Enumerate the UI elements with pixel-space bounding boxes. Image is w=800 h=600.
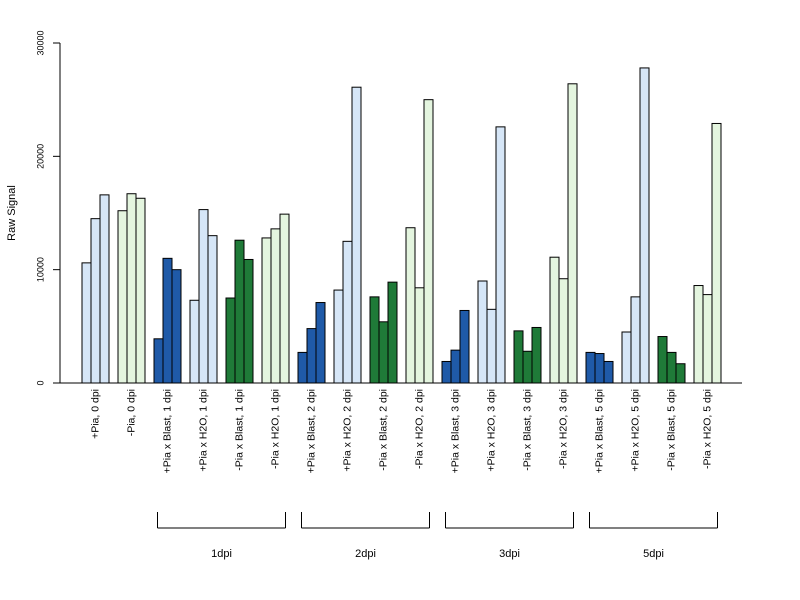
category-label: +Pia x Blast, 5 dpi (593, 389, 605, 473)
bar (306, 328, 317, 384)
bar (162, 257, 173, 384)
category-label: -Pia, 0 dpi (125, 389, 137, 436)
group-label: 5dpi (643, 548, 664, 560)
bar (198, 209, 209, 384)
bar (261, 237, 272, 384)
bar (99, 194, 110, 384)
category-label: -Pia x H2O, 1 dpi (269, 389, 281, 469)
bar (90, 218, 101, 384)
category-label: -Pia x Blast, 2 dpi (377, 389, 389, 471)
category-label: -Pia x Blast, 3 dpi (521, 389, 533, 471)
y-axis-label: Raw Signal (6, 185, 18, 241)
y-axis-tick-label: 30000 (35, 30, 45, 55)
category-label: +Pia x H2O, 3 dpi (485, 389, 497, 472)
bar (171, 269, 182, 384)
bar (558, 278, 569, 384)
group-label: 3dpi (499, 548, 520, 560)
bar (513, 330, 524, 384)
bar (378, 321, 389, 384)
bar (405, 227, 416, 384)
category-label: +Pia x Blast, 3 dpi (449, 389, 461, 473)
category-label: +Pia x Blast, 1 dpi (161, 389, 173, 473)
bar (243, 258, 254, 384)
bar (639, 67, 650, 384)
bar (315, 302, 326, 384)
bar (126, 193, 137, 384)
bar (603, 360, 614, 384)
bar (369, 296, 380, 384)
category-label: -Pia x H2O, 2 dpi (413, 389, 425, 469)
bar (279, 213, 290, 384)
group-label: 2dpi (355, 548, 376, 560)
bar (567, 83, 578, 384)
bar (522, 350, 533, 384)
group-label: 1dpi (211, 548, 232, 560)
bar (423, 99, 434, 384)
bar (135, 197, 146, 384)
category-label: +Pia x H2O, 2 dpi (341, 389, 353, 472)
category-label: +Pia x H2O, 5 dpi (629, 389, 641, 472)
category-label: +Pia x H2O, 1 dpi (197, 389, 209, 472)
bar (450, 349, 461, 384)
bar (342, 240, 353, 384)
category-label: -Pia x Blast, 5 dpi (665, 389, 677, 471)
y-axis-tick-label: 10000 (35, 257, 45, 282)
bar (657, 336, 668, 384)
bar (225, 297, 236, 384)
bar (333, 289, 344, 384)
bar (351, 86, 362, 384)
category-label: -Pia x H2O, 5 dpi (701, 389, 713, 469)
bar (531, 326, 542, 384)
bar (189, 299, 200, 384)
bar (693, 285, 704, 384)
bar (234, 239, 245, 384)
bar (270, 228, 281, 384)
bar (486, 308, 497, 384)
plot-area: 0 10000 20000 30000 Raw Signal +Pia, 0 dpi -Pi… (6, 30, 742, 560)
bar (414, 287, 425, 384)
bar (207, 235, 218, 384)
bar (441, 360, 452, 384)
y-axis-tick-label: 20000 (35, 144, 45, 169)
bar (585, 351, 596, 384)
category-label: +Pia, 0 dpi (89, 389, 101, 439)
bar (459, 309, 470, 384)
bar (81, 262, 92, 384)
bar (117, 210, 128, 384)
bar (153, 338, 164, 384)
category-label: -Pia x Blast, 1 dpi (233, 389, 245, 471)
bar (297, 351, 308, 384)
bar (675, 363, 686, 384)
bar (621, 331, 632, 384)
bar (495, 126, 506, 384)
category-label: -Pia x H2O, 3 dpi (557, 389, 569, 469)
bar (594, 353, 605, 384)
category-label: +Pia x Blast, 2 dpi (305, 389, 317, 473)
bar (666, 351, 677, 384)
bar (630, 296, 641, 384)
bar (711, 122, 722, 384)
bar (702, 294, 713, 384)
bar (387, 281, 398, 384)
bar (549, 256, 560, 384)
bar (477, 280, 488, 384)
y-axis-tick-label: 0 (35, 380, 45, 385)
